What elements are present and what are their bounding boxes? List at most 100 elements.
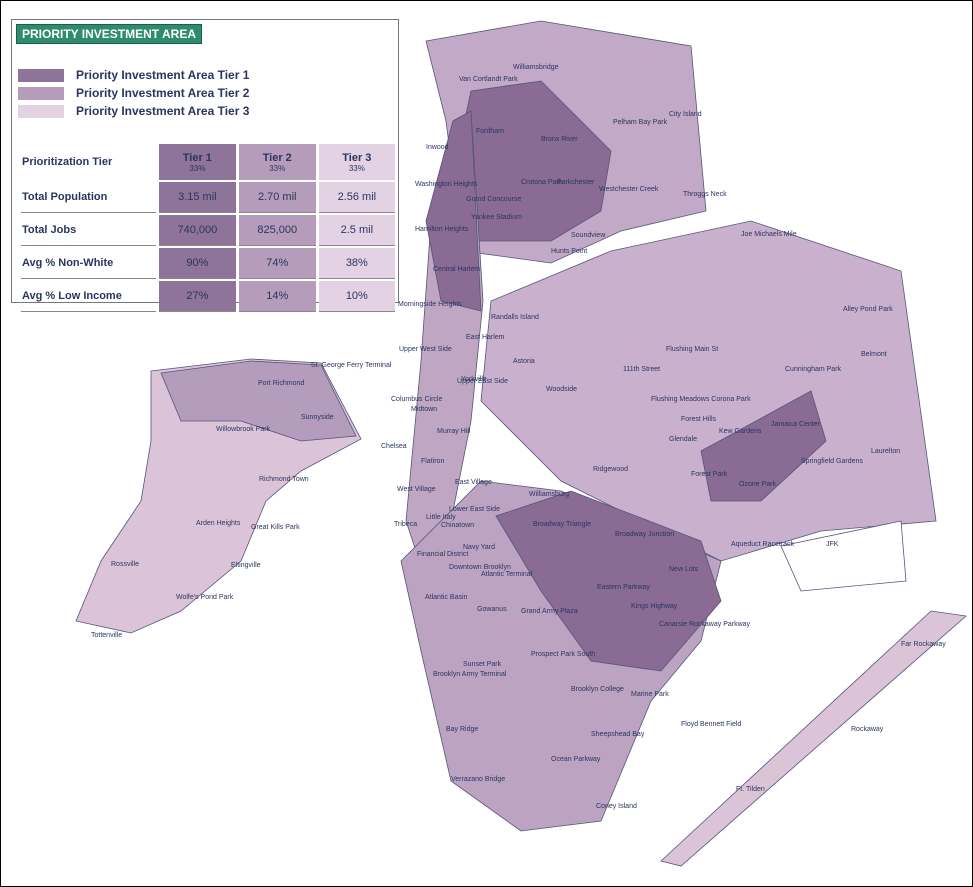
place-label: Brooklyn College <box>571 686 624 693</box>
cell: 10% <box>318 281 395 312</box>
place-label: Astoria <box>513 358 535 365</box>
place-label: Randalls Island <box>491 314 539 321</box>
header-text: Tier 2 <box>262 151 292 164</box>
place-label: Bronx River <box>541 136 578 143</box>
place-label: Atlantic Terminal <box>481 571 533 578</box>
place-label: Navy Yard <box>463 544 495 551</box>
swatch <box>18 68 64 82</box>
place-label: Broadway Triangle <box>533 521 591 528</box>
place-label: Rockaway <box>851 726 884 733</box>
place-label: Yorkville <box>461 376 487 383</box>
place-label: Murray Hill <box>437 428 471 435</box>
swatch <box>18 104 64 118</box>
place-label: St. George Ferry Terminal <box>311 362 392 369</box>
place-label: Williamsbridge <box>513 64 559 71</box>
harlem <box>425 110 482 312</box>
place-label: Marine Park <box>631 691 669 698</box>
cell: 14% <box>238 281 316 312</box>
place-label: Woodside <box>546 386 577 393</box>
swatch <box>18 86 64 100</box>
place-label: Westchester Creek <box>599 186 659 193</box>
header-text: Tier 3 <box>342 151 372 164</box>
place-label: City Island <box>669 111 702 118</box>
row-header: Avg % Low Income <box>21 281 156 312</box>
legend-label: Priority Investment Area Tier 3 <box>76 104 250 118</box>
place-label: Inwood <box>426 144 449 151</box>
place-label: Wolfe's Pond Park <box>176 594 234 601</box>
place-label: Great Kills Park <box>251 524 300 531</box>
place-label: Upper West Side <box>399 346 452 353</box>
place-label: Sunnyside <box>301 414 334 421</box>
place-label: Sunset Park <box>463 661 502 668</box>
place-label: Laurelton <box>871 448 900 455</box>
place-label: Kings Highway <box>631 603 678 610</box>
cell: 825,000 <box>238 215 316 246</box>
place-label: Joe Michaels Mile <box>741 231 797 238</box>
place-label: Washington Heights <box>415 181 478 188</box>
legend-title: PRIORITY INVESTMENT AREA <box>16 24 203 44</box>
table-row: Total Jobs 740,000 825,000 2.5 mil <box>21 215 395 246</box>
place-label: Hamilton Heights <box>415 226 469 233</box>
header-sub: 33% <box>348 163 365 173</box>
header-cell: Tier 2 33% <box>238 144 316 180</box>
place-label: Willowbrook Park <box>216 426 271 433</box>
legend-panel: PRIORITY INVESTMENT AREA Priority Invest… <box>11 19 399 312</box>
place-label: Flushing Main St <box>666 346 718 353</box>
table-row: Total Population 3.15 mil 2.70 mil 2.56 mil <box>21 182 395 213</box>
row-header: Total Jobs <box>21 215 156 246</box>
legend-item: Priority Investment Area Tier 2 <box>18 86 249 100</box>
header-cell: Prioritization Tier <box>22 156 113 168</box>
place-label: Upper East Side <box>457 378 508 385</box>
place-label: Grand Army Plaza <box>521 608 578 615</box>
cell: 74% <box>238 248 316 279</box>
header-sub: 33% <box>189 163 206 173</box>
place-label: Floyd Bennett Field <box>681 721 741 728</box>
place-label: Ridgewood <box>593 466 628 473</box>
place-label: Hunts Point <box>551 248 587 255</box>
legend-item: Priority Investment Area Tier 3 <box>18 104 249 118</box>
place-label: Sheepshead Bay <box>591 731 645 738</box>
legend-label: Priority Investment Area Tier 2 <box>76 86 250 100</box>
place-label: Verrazano Bridge <box>451 776 505 783</box>
place-label: Financial District <box>417 551 468 558</box>
cell: 27% <box>158 281 236 312</box>
place-label: Aqueduct Racetrack <box>731 541 795 548</box>
header-cell: Tier 1 33% <box>158 144 236 180</box>
header-sub: 33% <box>269 163 286 173</box>
place-label: Eastern Parkway <box>597 584 650 591</box>
place-label: Van Cortlandt Park <box>459 76 518 83</box>
place-label: Midtown <box>411 406 437 413</box>
place-label: Rossville <box>111 561 139 568</box>
place-label: Eltingville <box>231 562 261 569</box>
place-label: JFK <box>826 541 839 548</box>
place-label: Bay Ridge <box>446 726 478 733</box>
place-label: Yankee Stadium <box>471 214 522 221</box>
place-label: Tribeca <box>394 521 417 528</box>
place-label: East Harlem <box>466 334 505 341</box>
place-label: Lower East Side <box>449 506 500 513</box>
queens-tier1 <box>700 390 827 502</box>
cell: 2.70 mil <box>238 182 316 213</box>
jfk <box>780 520 907 592</box>
table-row: Avg % Non-White 90% 74% 38% <box>21 248 395 279</box>
place-label: Broadway Junction <box>615 531 674 538</box>
place-label: East Village <box>455 479 492 486</box>
place-label: Richmond Town <box>259 476 309 483</box>
place-label: Alley Pond Park <box>843 306 893 313</box>
legend-label: Priority Investment Area Tier 1 <box>76 68 250 82</box>
place-label: Soundview <box>571 232 606 239</box>
table-row: Avg % Low Income 27% 14% 10% <box>21 281 395 312</box>
place-label: New Lots <box>669 566 699 573</box>
place-label: Forest Hills <box>681 416 717 423</box>
place-label: Parkchester <box>557 179 595 186</box>
place-label: Belmont <box>861 351 887 358</box>
place-label: Throggs Neck <box>683 191 727 198</box>
place-label: Morningside Heights <box>398 301 462 308</box>
place-label: Kew Gardens <box>719 428 762 435</box>
place-label: Little Italy <box>426 514 456 521</box>
brooklyn-tier1 <box>495 490 722 672</box>
place-label: Central Harlem <box>433 266 480 273</box>
cell: 2.56 mil <box>318 182 395 213</box>
